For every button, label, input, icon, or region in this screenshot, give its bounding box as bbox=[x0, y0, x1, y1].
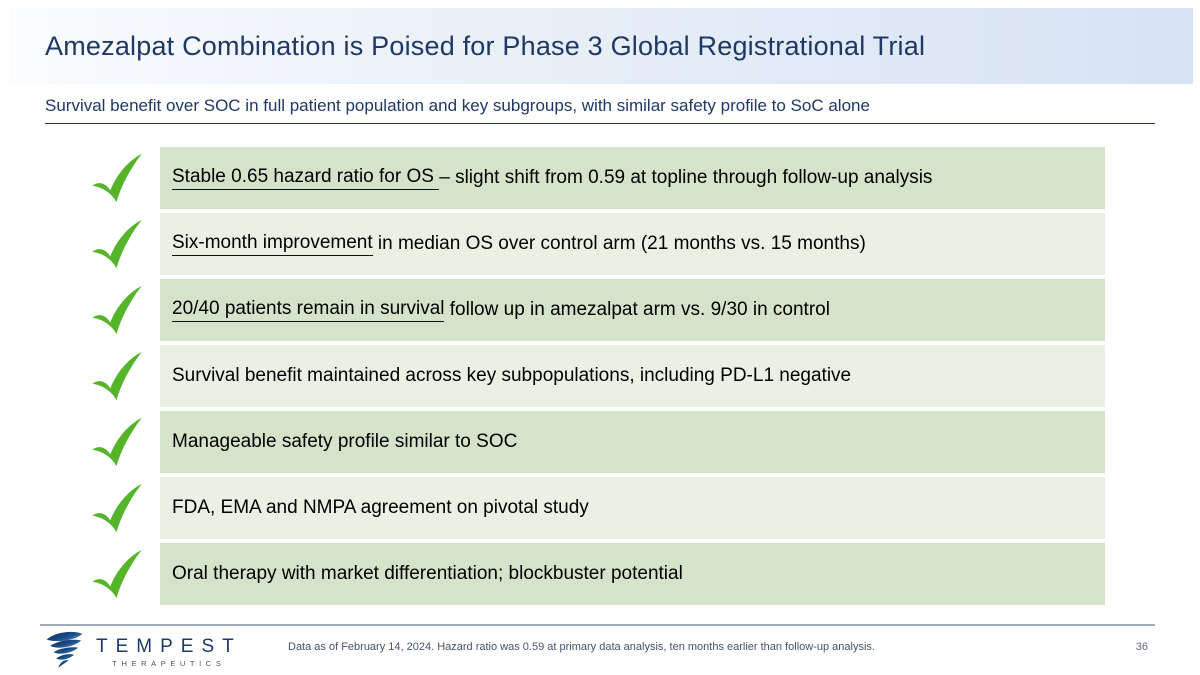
page-number: 36 bbox=[1135, 641, 1148, 653]
point-text-box: FDA, EMA and NMPA agreement on pivotal s… bbox=[160, 477, 1105, 539]
checkmark-icon bbox=[88, 477, 160, 539]
slide-header: Amezalpat Combination is Poised for Phas… bbox=[10, 8, 1193, 84]
point-text-box: Six-month improvement in median OS over … bbox=[160, 213, 1105, 275]
subtitle-divider bbox=[45, 123, 1155, 124]
list-item: Six-month improvement in median OS over … bbox=[88, 213, 1105, 275]
logo-company-sub: THERAPEUTICS bbox=[112, 659, 226, 668]
point-text-underlined: 20/40 patients remain in survival bbox=[172, 298, 445, 322]
point-text: – slight shift from 0.59 at topline thro… bbox=[439, 167, 933, 188]
checkmark-icon bbox=[88, 543, 160, 605]
list-item: Oral therapy with market differentiation… bbox=[88, 543, 1105, 605]
footnote: Data as of February 14, 2024. Hazard rat… bbox=[288, 641, 875, 653]
checkmark-icon bbox=[88, 345, 160, 407]
page-title: Amezalpat Combination is Poised for Phas… bbox=[45, 30, 926, 61]
key-points-list: Stable 0.65 hazard ratio for OS – slight… bbox=[88, 147, 1105, 609]
checkmark-icon bbox=[88, 411, 160, 473]
tempest-tornado-icon bbox=[46, 631, 83, 668]
point-text-box: Stable 0.65 hazard ratio for OS – slight… bbox=[160, 147, 1105, 209]
point-text: in median OS over control arm (21 months… bbox=[372, 233, 866, 254]
point-text-box: 20/40 patients remain in survival follow… bbox=[160, 279, 1105, 341]
point-text: Manageable safety profile similar to SOC bbox=[172, 431, 518, 452]
list-item: Manageable safety profile similar to SOC bbox=[88, 411, 1105, 473]
footer-divider bbox=[40, 624, 1155, 626]
checkmark-icon bbox=[88, 147, 160, 209]
slide-subtitle: Survival benefit over SOC in full patien… bbox=[45, 96, 870, 115]
point-text-box: Oral therapy with market differentiation… bbox=[160, 543, 1105, 605]
point-text: Survival benefit maintained across key s… bbox=[172, 365, 852, 386]
subtitle-block: Survival benefit over SOC in full patien… bbox=[45, 96, 1155, 124]
point-text-underlined: Six-month improvement bbox=[172, 232, 373, 256]
point-text: follow up in amezalpat arm vs. 9/30 in c… bbox=[444, 299, 830, 320]
list-item: Stable 0.65 hazard ratio for OS – slight… bbox=[88, 147, 1105, 209]
list-item: 20/40 patients remain in survival follow… bbox=[88, 279, 1105, 341]
checkmark-icon bbox=[88, 213, 160, 275]
list-item: FDA, EMA and NMPA agreement on pivotal s… bbox=[88, 477, 1105, 539]
list-item: Survival benefit maintained across key s… bbox=[88, 345, 1105, 407]
logo-company-name: TEMPEST bbox=[96, 636, 242, 657]
tempest-logo: TEMPEST THERAPEUTICS bbox=[44, 631, 242, 671]
checkmark-icon bbox=[88, 279, 160, 341]
point-text: Oral therapy with market differentiation… bbox=[172, 563, 683, 584]
point-text: FDA, EMA and NMPA agreement on pivotal s… bbox=[172, 497, 589, 518]
tempest-logo-text: TEMPEST THERAPEUTICS bbox=[96, 637, 242, 668]
point-text-underlined: Stable 0.65 hazard ratio for OS bbox=[172, 166, 440, 190]
point-text-box: Manageable safety profile similar to SOC bbox=[160, 411, 1105, 473]
point-text-box: Survival benefit maintained across key s… bbox=[160, 345, 1105, 407]
